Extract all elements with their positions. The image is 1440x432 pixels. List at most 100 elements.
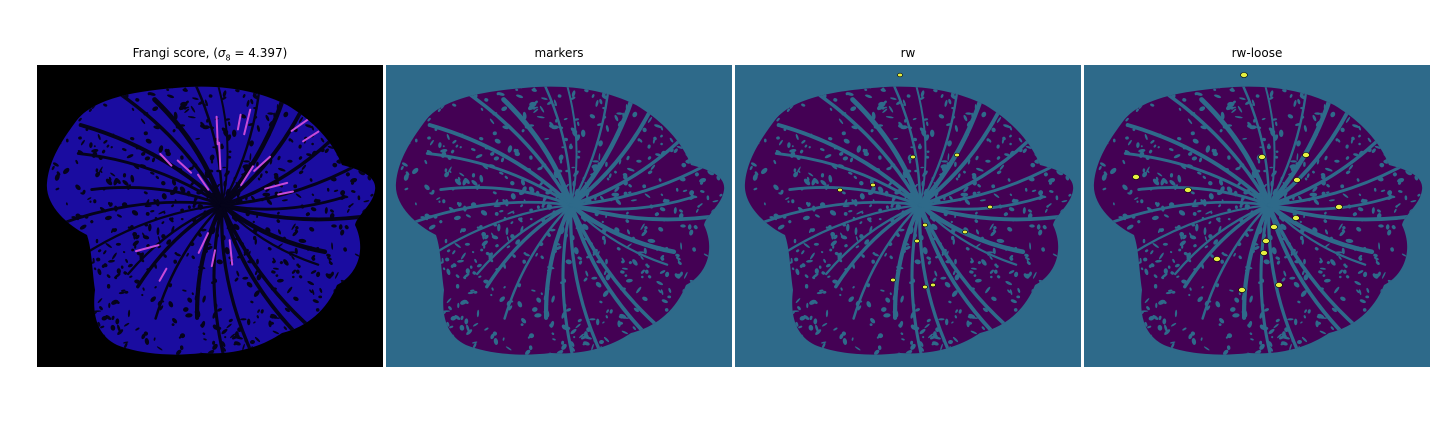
texture-speck — [622, 317, 630, 319]
texture-speck — [1240, 195, 1246, 202]
texture-speck — [479, 137, 484, 141]
texture-speck — [1190, 331, 1196, 336]
texture-speck — [649, 246, 658, 248]
texture-speck — [449, 325, 454, 329]
texture-speck — [1281, 277, 1286, 282]
texture-speck — [763, 138, 767, 143]
texture-speck — [471, 173, 476, 178]
texture-speck — [157, 245, 162, 249]
texture-speck — [925, 155, 930, 159]
texture-speck — [231, 129, 237, 137]
texture-speck — [1244, 269, 1248, 272]
texture-speck — [813, 207, 817, 211]
texture-speck — [1162, 242, 1168, 246]
texture-speck — [964, 198, 971, 205]
texture-speck — [315, 246, 320, 250]
texture-speck — [235, 237, 241, 241]
texture-speck — [494, 138, 501, 144]
texture-speck — [447, 155, 452, 161]
texture-speck — [795, 268, 800, 276]
texture-speck — [298, 170, 304, 175]
texture-speck — [904, 195, 907, 199]
texture-speck — [309, 289, 313, 294]
texture-speck — [920, 90, 925, 97]
texture-speck — [998, 204, 1003, 209]
texture-speck — [972, 180, 977, 186]
texture-speck — [472, 341, 478, 344]
texture-speck — [913, 232, 918, 238]
texture-speck — [1276, 260, 1281, 265]
texture-speck — [1140, 199, 1144, 204]
texture-speck — [1277, 333, 1283, 339]
texture-speck — [1331, 216, 1336, 220]
texture-speck — [837, 252, 842, 259]
texture-speck — [833, 98, 838, 102]
texture-speck — [499, 296, 505, 302]
texture-speck — [200, 228, 207, 232]
texture-speck — [980, 236, 985, 241]
texture-speck — [540, 255, 544, 260]
texture-speck — [632, 259, 638, 266]
texture-speck — [1301, 270, 1305, 275]
texture-speck — [295, 225, 299, 230]
texture-speck — [1253, 118, 1256, 123]
texture-speck — [1213, 88, 1217, 91]
texture-speck — [905, 192, 913, 198]
texture-speck — [88, 108, 92, 112]
texture-speck — [951, 107, 956, 110]
texture-speck — [627, 167, 635, 172]
texture-speck — [464, 318, 469, 325]
texture-speck — [237, 255, 242, 259]
texture-speck — [996, 144, 1000, 149]
texture-speck — [914, 259, 921, 265]
texture-speck — [506, 300, 512, 307]
texture-speck — [171, 323, 175, 327]
texture-speck — [334, 271, 339, 279]
texture-speck — [265, 114, 270, 122]
texture-speck — [240, 114, 247, 119]
texture-speck — [919, 341, 924, 347]
texture-speck — [504, 199, 509, 207]
texture-speck — [1342, 193, 1349, 198]
texture-speck — [157, 300, 163, 307]
texture-speck — [535, 190, 540, 197]
texture-speck — [1295, 250, 1298, 257]
texture-speck — [1007, 289, 1011, 294]
texture-speck — [1149, 187, 1153, 191]
texture-speck — [153, 125, 160, 130]
texture-speck — [284, 307, 290, 313]
texture-speck — [561, 311, 566, 319]
texture-speck — [222, 235, 226, 241]
texture-speck — [950, 220, 953, 224]
texture-speck — [436, 197, 441, 200]
label-spot — [914, 238, 920, 244]
texture-speck — [623, 191, 628, 196]
texture-speck — [1377, 209, 1381, 213]
texture-speck — [240, 241, 244, 247]
texture-speck — [117, 329, 124, 335]
texture-speck — [1268, 341, 1273, 347]
texture-speck — [1401, 253, 1407, 257]
texture-speck — [522, 186, 527, 193]
vessel-streak — [126, 203, 224, 276]
texture-speck — [141, 293, 144, 297]
texture-speck — [1324, 313, 1328, 317]
texture-speck — [786, 108, 790, 112]
texture-speck — [977, 184, 981, 188]
texture-speck — [661, 217, 666, 222]
texture-speck — [602, 321, 605, 324]
texture-speck — [569, 143, 572, 146]
texture-speck — [992, 229, 997, 233]
texture-speck — [403, 173, 409, 181]
texture-speck — [944, 99, 948, 107]
texture-speck — [103, 139, 108, 144]
texture-speck — [644, 269, 649, 274]
texture-speck — [640, 255, 644, 260]
texture-speck — [801, 103, 806, 107]
texture-speck — [544, 302, 549, 307]
texture-speck — [830, 240, 837, 246]
texture-speck — [502, 261, 506, 269]
texture-speck — [618, 159, 622, 165]
frangi-title-sigma: σ — [217, 46, 226, 60]
vessel-streak — [776, 123, 922, 207]
